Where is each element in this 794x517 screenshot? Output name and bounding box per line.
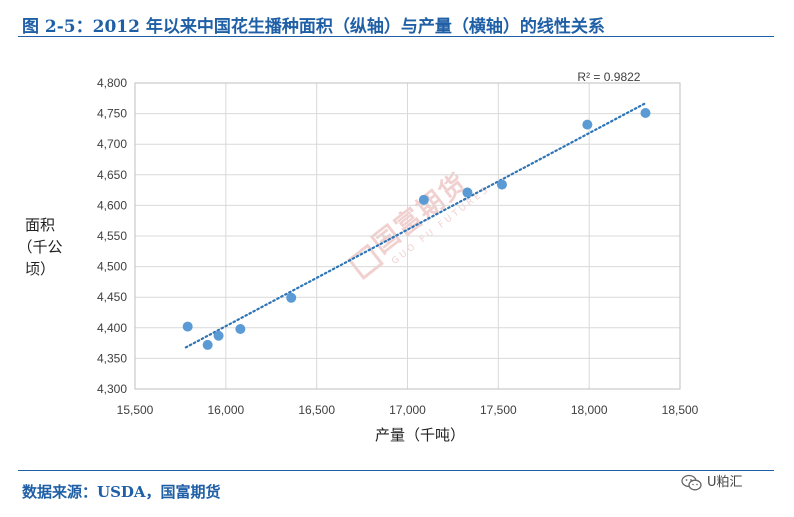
wechat-badge: U粕汇 <box>681 471 743 492</box>
y-axis-label-line-1: 面积 <box>24 216 55 234</box>
y-tick-label: 4,350 <box>97 351 127 365</box>
x-tick-label: 17,000 <box>389 403 426 417</box>
trendline <box>184 102 647 349</box>
x-tick-label: 18,500 <box>662 403 699 417</box>
figure-title: 图 2-5：2012 年以来中国花生播种面积（纵轴）与产量（横轴）的线性关系 <box>22 17 605 37</box>
y-tick-label: 4,700 <box>97 137 127 151</box>
data-point <box>462 187 473 198</box>
data-point <box>235 324 246 335</box>
y-axis-ticks: 4,300 4,350 4,400 4,450 4,500 4,550 4,600 4,650… <box>97 76 127 396</box>
data-point <box>582 119 593 130</box>
x-tick-label: 16,000 <box>207 403 244 417</box>
x-tick-label: 18,000 <box>571 403 608 417</box>
y-tick-label: 4,750 <box>97 107 127 121</box>
y-axis-label: 面积 （千公顷） <box>10 214 70 280</box>
grid-lines <box>134 82 681 390</box>
data-point <box>496 179 507 190</box>
data-point <box>418 194 429 205</box>
y-tick-label: 4,400 <box>97 321 127 335</box>
title-rule <box>18 36 774 37</box>
data-point <box>182 321 193 332</box>
y-tick-label: 4,800 <box>97 76 127 90</box>
source-note: 数据来源：USDA，国富期货 <box>22 483 221 501</box>
plot-area <box>134 82 681 390</box>
y-tick-label: 4,550 <box>97 229 127 243</box>
badge-label: U粕汇 <box>707 475 743 490</box>
y-axis-label-line-2: （千公顷） <box>17 238 63 278</box>
data-point <box>640 107 651 118</box>
x-axis-label: 产量（千吨） <box>374 426 465 444</box>
data-points <box>182 107 651 350</box>
y-tick-label: 4,450 <box>97 290 127 304</box>
x-tick-label: 16,500 <box>298 403 335 417</box>
wechat-icon <box>681 474 702 490</box>
data-point <box>286 292 297 303</box>
x-tick-label: 17,500 <box>480 403 517 417</box>
source-rule <box>18 470 774 471</box>
y-tick-label: 4,650 <box>97 168 127 182</box>
y-tick-label: 4,300 <box>97 382 127 396</box>
r-squared-label: R² = 0.9822 <box>577 70 640 84</box>
y-tick-label: 4,600 <box>97 198 127 212</box>
data-point <box>202 339 213 350</box>
data-point <box>213 330 224 341</box>
y-tick-label: 4,500 <box>97 260 127 274</box>
x-axis-ticks: 15,500 16,000 16,500 17,000 17,500 18,000 18,5… <box>117 403 699 417</box>
x-tick-label: 15,500 <box>117 403 154 417</box>
